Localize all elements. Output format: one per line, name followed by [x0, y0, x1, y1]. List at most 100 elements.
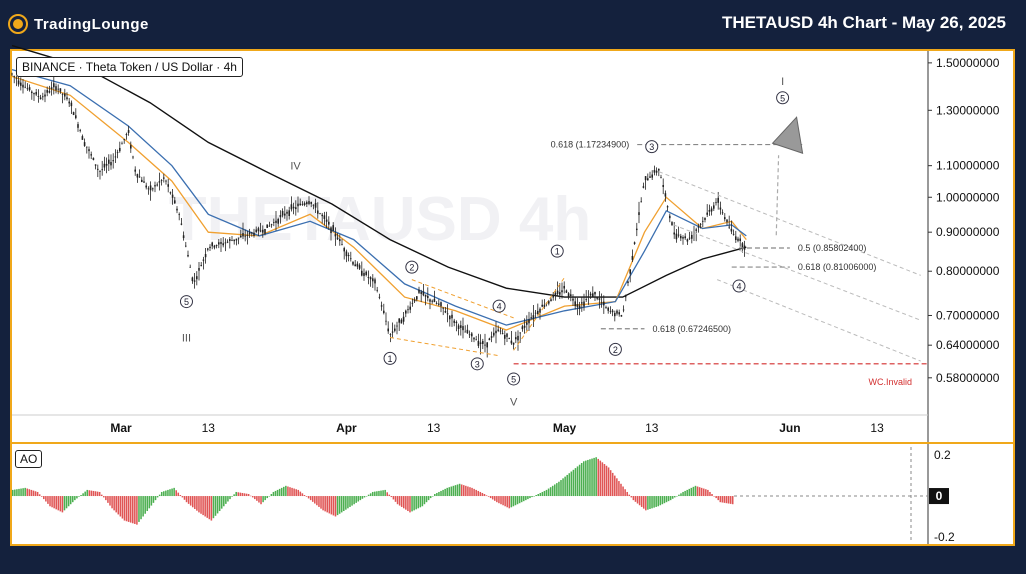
ao-bar: [45, 496, 47, 502]
candle-body: [363, 272, 365, 276]
ao-bar: [103, 496, 105, 498]
y-tick-label: 0.90000000: [936, 225, 1000, 239]
ao-bar: [148, 496, 151, 509]
candle-body: [697, 226, 700, 228]
candle-body: [576, 304, 579, 307]
ao-bar: [665, 496, 668, 503]
ao-bar: [601, 462, 604, 497]
candle-body: [257, 228, 260, 232]
ao-bar: [487, 496, 490, 497]
ao-bar: [427, 496, 430, 501]
candle-body: [400, 319, 403, 324]
candle-body: [413, 299, 416, 302]
candle-body: [24, 86, 26, 88]
candle-body: [534, 312, 537, 314]
candle-body: [160, 180, 163, 181]
ao-bar: [645, 496, 647, 511]
ao-bar: [28, 489, 31, 497]
ao-bar: [320, 496, 322, 509]
candle-body: [286, 211, 288, 214]
candle-body: [61, 93, 64, 95]
ao-bar: [494, 496, 496, 501]
candle-body: [515, 337, 517, 340]
candle-body: [37, 96, 40, 97]
ao-bar: [109, 496, 111, 506]
ao-bar: [345, 496, 347, 510]
ao-bar: [291, 487, 293, 497]
fib-level-label: 0.618 (1.17234900): [551, 140, 630, 150]
ao-bar: [442, 489, 444, 497]
candle-body: [506, 333, 508, 337]
candle-body: [638, 212, 640, 216]
candle-body: [193, 280, 196, 282]
candle-body: [649, 176, 651, 178]
candle-body: [532, 315, 535, 319]
wave-label: 3: [649, 142, 654, 152]
ao-bar: [49, 496, 51, 507]
ao-bar: [616, 478, 618, 497]
ao-bar: [595, 457, 597, 497]
wave-label: I: [781, 76, 784, 88]
candle-body: [405, 310, 407, 314]
ao-bar: [570, 471, 573, 497]
candle-body: [167, 184, 169, 187]
ao-indicator-label[interactable]: AO: [15, 450, 43, 468]
logo: TradingLounge: [8, 14, 149, 34]
ao-bar: [233, 494, 235, 497]
wave-label: IV: [290, 161, 301, 173]
wave-label-circle: [732, 279, 746, 293]
candle-body: [647, 178, 649, 181]
candle-body: [607, 307, 609, 311]
symbol-legend[interactable]: BINANCE · Theta Token / US Dollar · 4h: [16, 57, 243, 77]
candle-body: [48, 90, 51, 93]
candle-body: [343, 248, 345, 252]
ao-bar: [678, 494, 680, 497]
ao-bar: [243, 493, 246, 497]
ao-bar: [140, 496, 142, 520]
x-tick-label: 13: [870, 421, 884, 435]
candle-body: [281, 210, 284, 216]
ao-bar: [80, 495, 82, 497]
candle-body: [306, 202, 308, 205]
ao-bar: [409, 496, 411, 513]
ao-bar: [624, 489, 626, 497]
wave-label: 4: [497, 302, 502, 312]
ao-bar: [349, 496, 351, 507]
ao-bar: [111, 496, 113, 509]
ao-bar: [438, 491, 440, 497]
ao-bar: [227, 496, 229, 502]
candle-body: [275, 220, 277, 223]
ao-bar: [191, 496, 194, 508]
ao-bar: [185, 496, 188, 503]
ao-bar: [593, 457, 595, 497]
candle-body: [198, 267, 200, 271]
ao-bar: [628, 494, 631, 497]
candle-body: [537, 310, 539, 314]
ao-bar: [367, 494, 370, 497]
candle-body: [347, 254, 350, 257]
ao-bar: [38, 494, 41, 497]
ao-bar: [117, 496, 120, 515]
wave-label: 5: [511, 374, 516, 384]
ao-bar: [684, 490, 686, 497]
candle-body: [191, 277, 194, 282]
ao-bar: [446, 487, 448, 497]
candle-body: [121, 143, 123, 145]
ao-bar: [365, 496, 368, 497]
ao-bar: [634, 496, 637, 502]
ma_slow-line: [11, 44, 747, 298]
candle-body: [97, 168, 99, 170]
candle-body: [724, 217, 726, 220]
candle-body: [57, 88, 59, 90]
candle-body: [101, 169, 103, 171]
candle-body: [312, 204, 315, 206]
ao-bar: [36, 491, 39, 497]
candle-body: [451, 314, 453, 319]
candle-body: [213, 245, 216, 248]
candle-body: [187, 254, 189, 257]
candle-body: [574, 301, 576, 307]
candle-body: [378, 296, 381, 298]
candle-body: [200, 265, 202, 267]
candle-body: [680, 235, 682, 239]
